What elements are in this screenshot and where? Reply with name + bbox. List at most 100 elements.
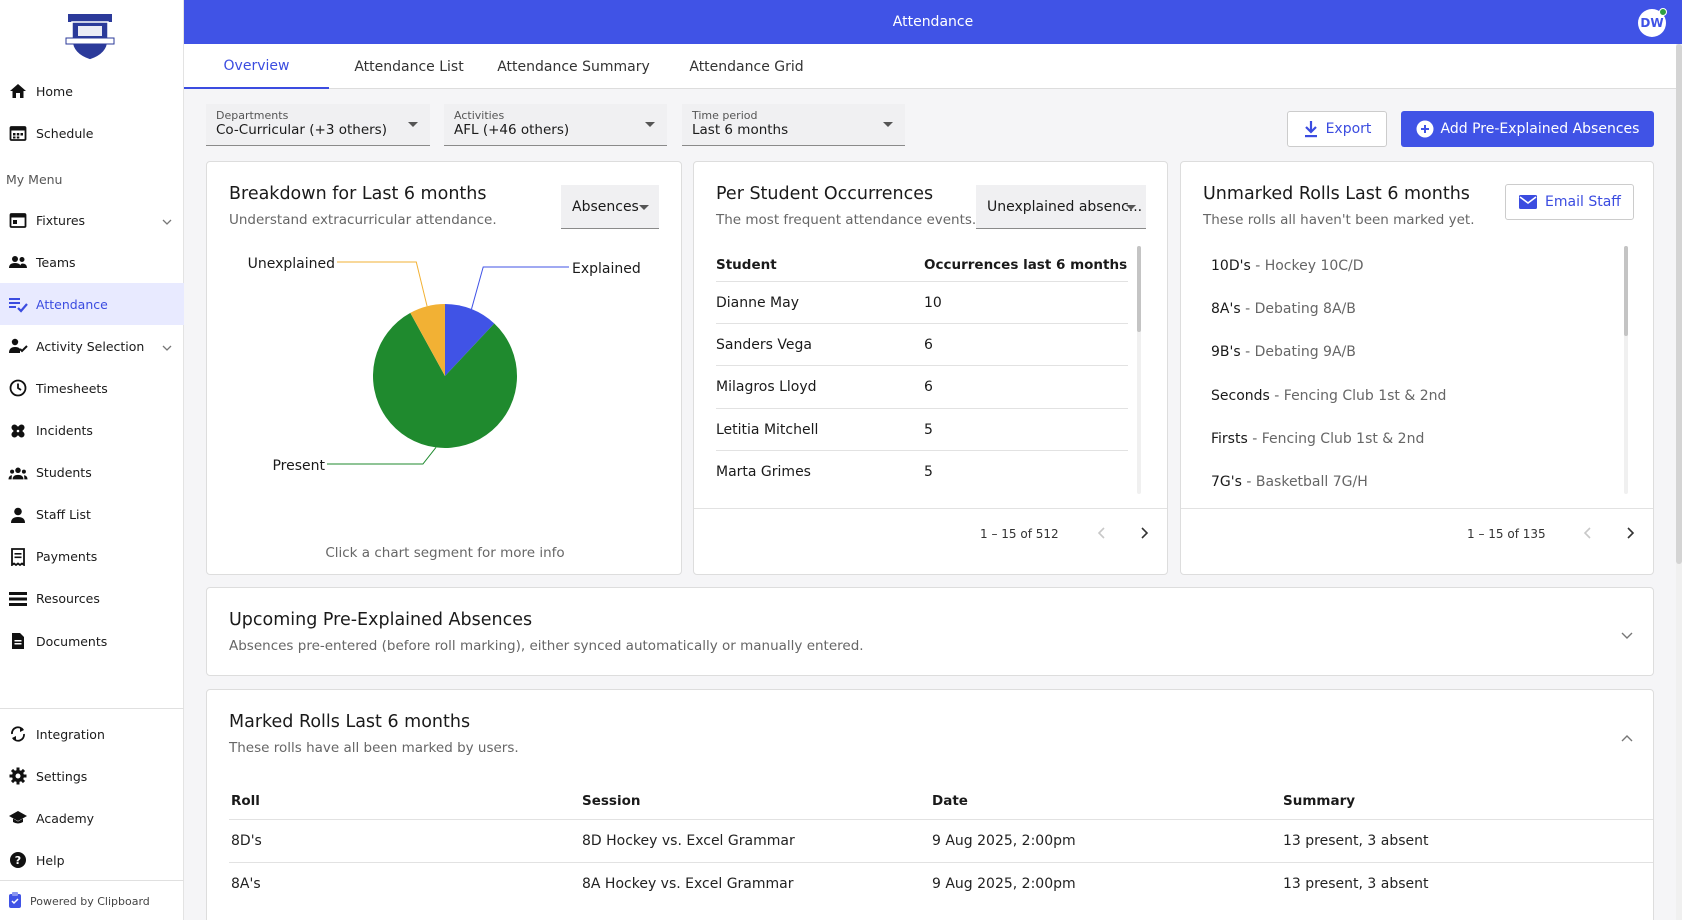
prev-page-button[interactable] bbox=[1092, 525, 1112, 545]
add-pre-explained-absences-button[interactable]: Add Pre-Explained Absences bbox=[1401, 111, 1654, 147]
table-row[interactable]: Marta Grimes 5 bbox=[716, 449, 1128, 493]
per-student-scrollbar[interactable] bbox=[1137, 246, 1141, 494]
sidebar-item-payments[interactable]: Payments bbox=[0, 536, 184, 578]
cell-date: 9 Aug 2025, 2:00pm bbox=[932, 876, 1076, 892]
tab-overview[interactable]: Overview bbox=[184, 44, 329, 89]
unmarked-roll-item[interactable]: Seconds - Fencing Club 1st & 2nd bbox=[1211, 388, 1446, 404]
scroll-thumb[interactable] bbox=[1137, 246, 1141, 332]
chevron-right-icon bbox=[1139, 527, 1149, 543]
sidebar-item-timesheets[interactable]: Timesheets bbox=[0, 367, 184, 409]
sidebar-item-settings[interactable]: Settings bbox=[0, 755, 184, 797]
sidebar-divider bbox=[0, 880, 184, 881]
list-icon bbox=[8, 589, 28, 609]
sidebar-item-label: Resources bbox=[36, 591, 100, 607]
sidebar-item-academy[interactable]: Academy bbox=[0, 797, 184, 839]
next-page-button[interactable] bbox=[1620, 525, 1640, 545]
chevron-left-icon bbox=[1583, 527, 1593, 543]
student-name: Sanders Vega bbox=[716, 337, 812, 354]
breakdown-pie-chart[interactable]: Explained Present Unexplained bbox=[207, 232, 683, 522]
clock-icon bbox=[8, 378, 28, 398]
help-icon: ? bbox=[8, 850, 28, 870]
unmarked-roll-item[interactable]: Firsts - Fencing Club 1st & 2nd bbox=[1211, 431, 1424, 447]
download-icon bbox=[1303, 120, 1319, 138]
sidebar-item-documents[interactable]: Documents bbox=[0, 620, 184, 662]
upcoming-pre-explained-card[interactable]: Upcoming Pre-Explained Absences Absences… bbox=[206, 587, 1654, 676]
unmarked-roll-item[interactable]: 10D's - Hockey 10C/D bbox=[1211, 258, 1364, 274]
tab-attendance-grid[interactable]: Attendance Grid bbox=[689, 58, 804, 75]
unmarked-scrollbar[interactable] bbox=[1624, 246, 1628, 494]
sidebar-item-teams[interactable]: Teams bbox=[0, 241, 184, 283]
pie-label-present: Present bbox=[272, 458, 325, 474]
marked-title: Marked Rolls Last 6 months bbox=[229, 712, 471, 732]
per-student-subtitle: The most frequent attendance events. bbox=[716, 212, 977, 228]
chevron-up-icon[interactable] bbox=[1621, 730, 1633, 746]
top-bar: Attendance DW bbox=[184, 0, 1682, 44]
page-scrollbar[interactable] bbox=[1676, 44, 1682, 920]
table-row[interactable]: Dianne May 10 bbox=[716, 281, 1128, 324]
column-header-date: Date bbox=[932, 793, 968, 809]
time-period-filter[interactable]: Time period Last 6 months bbox=[682, 104, 905, 146]
page-scroll-thumb[interactable] bbox=[1676, 44, 1682, 564]
sidebar-item-label: Staff List bbox=[36, 507, 91, 523]
activities-filter[interactable]: Activities AFL (+46 others) bbox=[444, 104, 667, 146]
sidebar-item-activity-selection[interactable]: Activity Selection bbox=[0, 325, 184, 367]
cell-summary: 13 present, 3 absent bbox=[1283, 876, 1429, 892]
occurrence-count: 6 bbox=[924, 379, 933, 396]
sidebar-item-label: Students bbox=[36, 465, 92, 481]
cell-summary: 13 present, 3 absent bbox=[1283, 833, 1429, 849]
sidebar-item-help[interactable]: ? Help bbox=[0, 839, 184, 881]
sidebar-item-incidents[interactable]: Incidents bbox=[0, 410, 184, 452]
pie-slice-unexplained[interactable] bbox=[410, 304, 445, 376]
sidebar-item-home[interactable]: Home bbox=[0, 70, 184, 112]
sidebar-item-resources[interactable]: Resources bbox=[0, 578, 184, 620]
tab-attendance-summary[interactable]: Attendance Summary bbox=[497, 58, 650, 75]
unmarked-subtitle: These rolls all haven't been marked yet. bbox=[1203, 212, 1475, 228]
table-row[interactable]: Letitia Mitchell 5 bbox=[716, 407, 1128, 451]
sidebar-item-label: Activity Selection bbox=[36, 338, 145, 354]
table-row[interactable]: Sanders Vega 6 bbox=[716, 323, 1128, 366]
pie-slice-explained[interactable] bbox=[445, 304, 495, 376]
table-row[interactable]: 8D's 8D Hockey vs. Excel Grammar 9 Aug 202… bbox=[229, 819, 1653, 862]
sidebar-item-fixtures[interactable]: Fixtures bbox=[0, 199, 184, 241]
scroll-thumb[interactable] bbox=[1624, 246, 1628, 336]
avatar[interactable]: DW bbox=[1638, 8, 1667, 37]
unmarked-roll-item[interactable]: 7G's - Basketball 7G/H bbox=[1211, 474, 1368, 490]
sidebar-item-students[interactable]: Students bbox=[0, 452, 184, 494]
person-icon bbox=[8, 505, 28, 525]
unmarked-roll-item[interactable]: 9B's - Debating 9A/B bbox=[1211, 344, 1356, 360]
sidebar-item-label: Documents bbox=[36, 633, 108, 649]
table-row[interactable]: Milagros Lloyd 6 bbox=[716, 365, 1128, 408]
mail-icon bbox=[1518, 194, 1538, 210]
student-name: Marta Grimes bbox=[716, 463, 811, 480]
upcoming-title: Upcoming Pre-Explained Absences bbox=[229, 610, 533, 630]
sidebar-item-schedule[interactable]: Schedule bbox=[0, 112, 184, 154]
table-footer-divider bbox=[694, 508, 1167, 509]
table-row[interactable]: 8A's 8A Hockey vs. Excel Grammar 9 Aug 202… bbox=[229, 862, 1653, 905]
breakdown-type-select[interactable]: Absences bbox=[561, 185, 659, 229]
email-staff-button[interactable]: Email Staff bbox=[1505, 184, 1634, 220]
sidebar-item-staff-list[interactable]: Staff List bbox=[0, 494, 184, 536]
chevron-down-icon bbox=[162, 213, 172, 229]
unmarked-roll-item[interactable]: 8A's - Debating 8A/B bbox=[1211, 301, 1356, 317]
sidebar-item-integration[interactable]: Integration bbox=[0, 713, 184, 755]
unmarked-rolls-card: Unmarked Rolls Last 6 months These rolls… bbox=[1180, 161, 1654, 575]
cell-session: 8A Hockey vs. Excel Grammar bbox=[582, 876, 794, 892]
sidebar-item-attendance[interactable]: Attendance bbox=[0, 283, 184, 326]
occurrence-type-select[interactable]: Unexplained absenc... bbox=[976, 185, 1146, 229]
marked-subtitle: These rolls have all been marked by user… bbox=[229, 740, 519, 756]
per-student-title: Per Student Occurrences bbox=[716, 184, 934, 204]
chevron-down-icon[interactable] bbox=[1621, 628, 1633, 644]
tab-attendance-list[interactable]: Attendance List bbox=[354, 58, 464, 75]
sidebar-item-label: Fixtures bbox=[36, 212, 86, 228]
student-name: Dianne May bbox=[716, 295, 800, 311]
document-icon bbox=[8, 631, 28, 651]
departments-filter[interactable]: Departments Co-Curricular (+3 others) bbox=[206, 104, 430, 146]
pie-slice-present[interactable] bbox=[373, 312, 517, 449]
marked-rolls-card: Marked Rolls Last 6 months These rolls h… bbox=[206, 689, 1654, 920]
table-footer-divider bbox=[1181, 508, 1653, 509]
export-button[interactable]: Export bbox=[1287, 111, 1387, 147]
pie-leader-line-unexplained bbox=[337, 261, 428, 307]
prev-page-button[interactable] bbox=[1578, 525, 1598, 545]
unmarked-title: Unmarked Rolls Last 6 months bbox=[1203, 184, 1470, 204]
next-page-button[interactable] bbox=[1134, 525, 1154, 545]
